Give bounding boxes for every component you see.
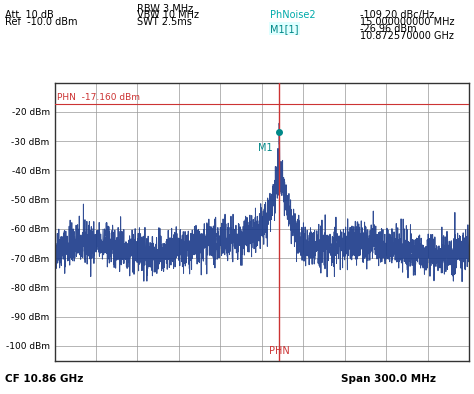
Text: M1[1]: M1[1]	[270, 24, 299, 33]
Text: Span 300.0 MHz: Span 300.0 MHz	[341, 374, 436, 384]
Text: 15.000000000 MHz: 15.000000000 MHz	[360, 17, 455, 26]
Text: PHN: PHN	[269, 346, 290, 356]
Text: VBW 10 MHz: VBW 10 MHz	[137, 10, 200, 20]
Text: -109.20 dBc/Hz: -109.20 dBc/Hz	[360, 10, 435, 20]
Text: -26.96 dBm: -26.96 dBm	[360, 24, 417, 33]
Text: M1: M1	[258, 143, 273, 152]
Text: PhNoise2: PhNoise2	[270, 10, 316, 20]
Text: RBW 3 MHz: RBW 3 MHz	[137, 4, 193, 14]
Text: Ref  -10.0 dBm: Ref -10.0 dBm	[5, 17, 77, 26]
Text: 10.872570000 GHz: 10.872570000 GHz	[360, 31, 454, 41]
Text: CF 10.86 GHz: CF 10.86 GHz	[5, 374, 83, 384]
Text: PHN  -17.160 dBm: PHN -17.160 dBm	[57, 93, 140, 102]
Text: SWT 2.5ms: SWT 2.5ms	[137, 17, 192, 26]
Text: Att  10 dB: Att 10 dB	[5, 10, 54, 20]
